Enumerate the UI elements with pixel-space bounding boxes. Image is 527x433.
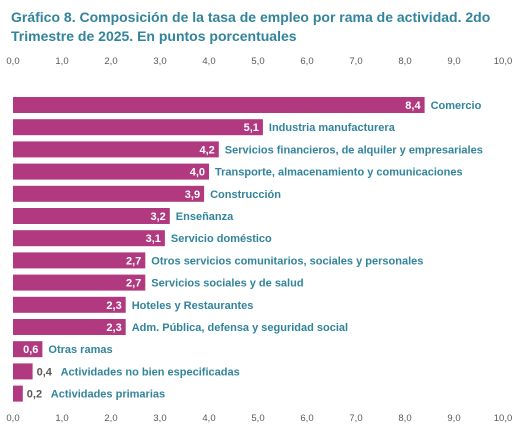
bar-value-label: 8,4 [405,100,421,112]
x-tick-label-bottom: 9,0 [447,413,460,424]
bar-value-label: 0,6 [23,344,38,356]
bar-value-label: 3,1 [146,233,161,245]
bars-group: 8,4 Comercio 5,1 Industria manufacturera 4,2… [13,97,483,402]
x-tick-label-top: 7,0 [349,56,362,67]
bar-value-label: 0,2 [27,389,42,401]
x-tick-label-bottom: 1,0 [55,413,68,424]
bar-category-label: Adm. Pública, defensa y seguridad social [132,322,348,334]
bar-category-label: Servicios financieros, de alquiler y emp… [225,144,483,156]
bar-category-label: Otras ramas [48,344,112,356]
bar [13,208,170,224]
bar [13,185,205,202]
x-tick-label-bottom: 7,0 [349,413,362,424]
bar [13,341,43,358]
x-tick-label-bottom: 0,0 [6,413,19,424]
x-tick-label-top: 9,0 [447,56,460,67]
x-axis-bottom: 0,0 1,0 2,0 3,0 4,0 5,0 6,0 7,0 8,0 9,0 10,0 [6,413,512,424]
x-tick-label-bottom: 10,0 [494,413,513,424]
bar-category-label: Construcción [210,189,281,201]
bar-category-label: Actividades no bien especificadas [61,366,240,378]
bar-value-label: 2,3 [106,300,121,312]
x-tick-label-top: 4,0 [202,56,215,67]
x-tick-label-bottom: 2,0 [104,413,117,424]
x-tick-label-top: 0,0 [6,56,19,67]
bar-value-label: 0,4 [37,366,53,378]
bar [13,230,165,247]
bar-value-label: 3,2 [151,211,166,223]
x-tick-label-top: 6,0 [300,56,313,67]
bar [13,252,146,269]
bar-category-label: Enseñanza [176,211,234,223]
bar-category-label: Transporte, almacenamiento y comunicacio… [215,167,463,179]
chart-title: Gráfico 8. Composición de la tasa de emp… [11,9,491,44]
bar [13,363,33,380]
bar-value-label: 4,0 [190,167,205,179]
bar [13,119,263,136]
bar-category-label: Actividades primarias [51,389,165,401]
bar-category-label: Servicio doméstico [171,233,272,245]
bar [13,141,219,158]
x-tick-label-bottom: 8,0 [398,413,411,424]
x-tick-label-bottom: 6,0 [300,413,313,424]
bar-category-label: Industria manufacturera [269,122,396,134]
bar [13,97,425,113]
bar [13,163,209,180]
bar-value-label: 3,9 [185,189,200,201]
x-tick-label-top: 10,0 [494,56,513,67]
x-tick-label-top: 8,0 [398,56,411,67]
x-tick-label-bottom: 5,0 [251,413,264,424]
bar-value-label: 2,7 [126,255,141,267]
x-tick-label-top: 2,0 [104,56,117,67]
x-tick-label-bottom: 3,0 [153,413,166,424]
bar-category-label: Otros servicios comunitarios, sociales y… [151,255,423,267]
bar-value-label: 2,3 [106,322,121,334]
x-tick-label-top: 1,0 [55,56,68,67]
bar-value-label: 4,2 [200,144,215,156]
bar [13,296,126,313]
bar [13,319,126,335]
bar [13,385,23,402]
x-tick-label-bottom: 4,0 [202,413,215,424]
x-tick-label-top: 5,0 [251,56,264,67]
bar-category-label: Hoteles y Restaurantes [132,300,254,312]
bar-category-label: Servicios sociales y de salud [151,278,303,290]
x-tick-label-top: 3,0 [153,56,166,67]
bar-value-label: 2,7 [126,278,141,290]
x-axis-top: 0,0 1,0 2,0 3,0 4,0 5,0 6,0 7,0 8,0 9,0 10,0 [6,56,512,67]
bar-category-label: Comercio [431,100,482,112]
bar [13,274,146,291]
bar-value-label: 5,1 [244,122,259,134]
